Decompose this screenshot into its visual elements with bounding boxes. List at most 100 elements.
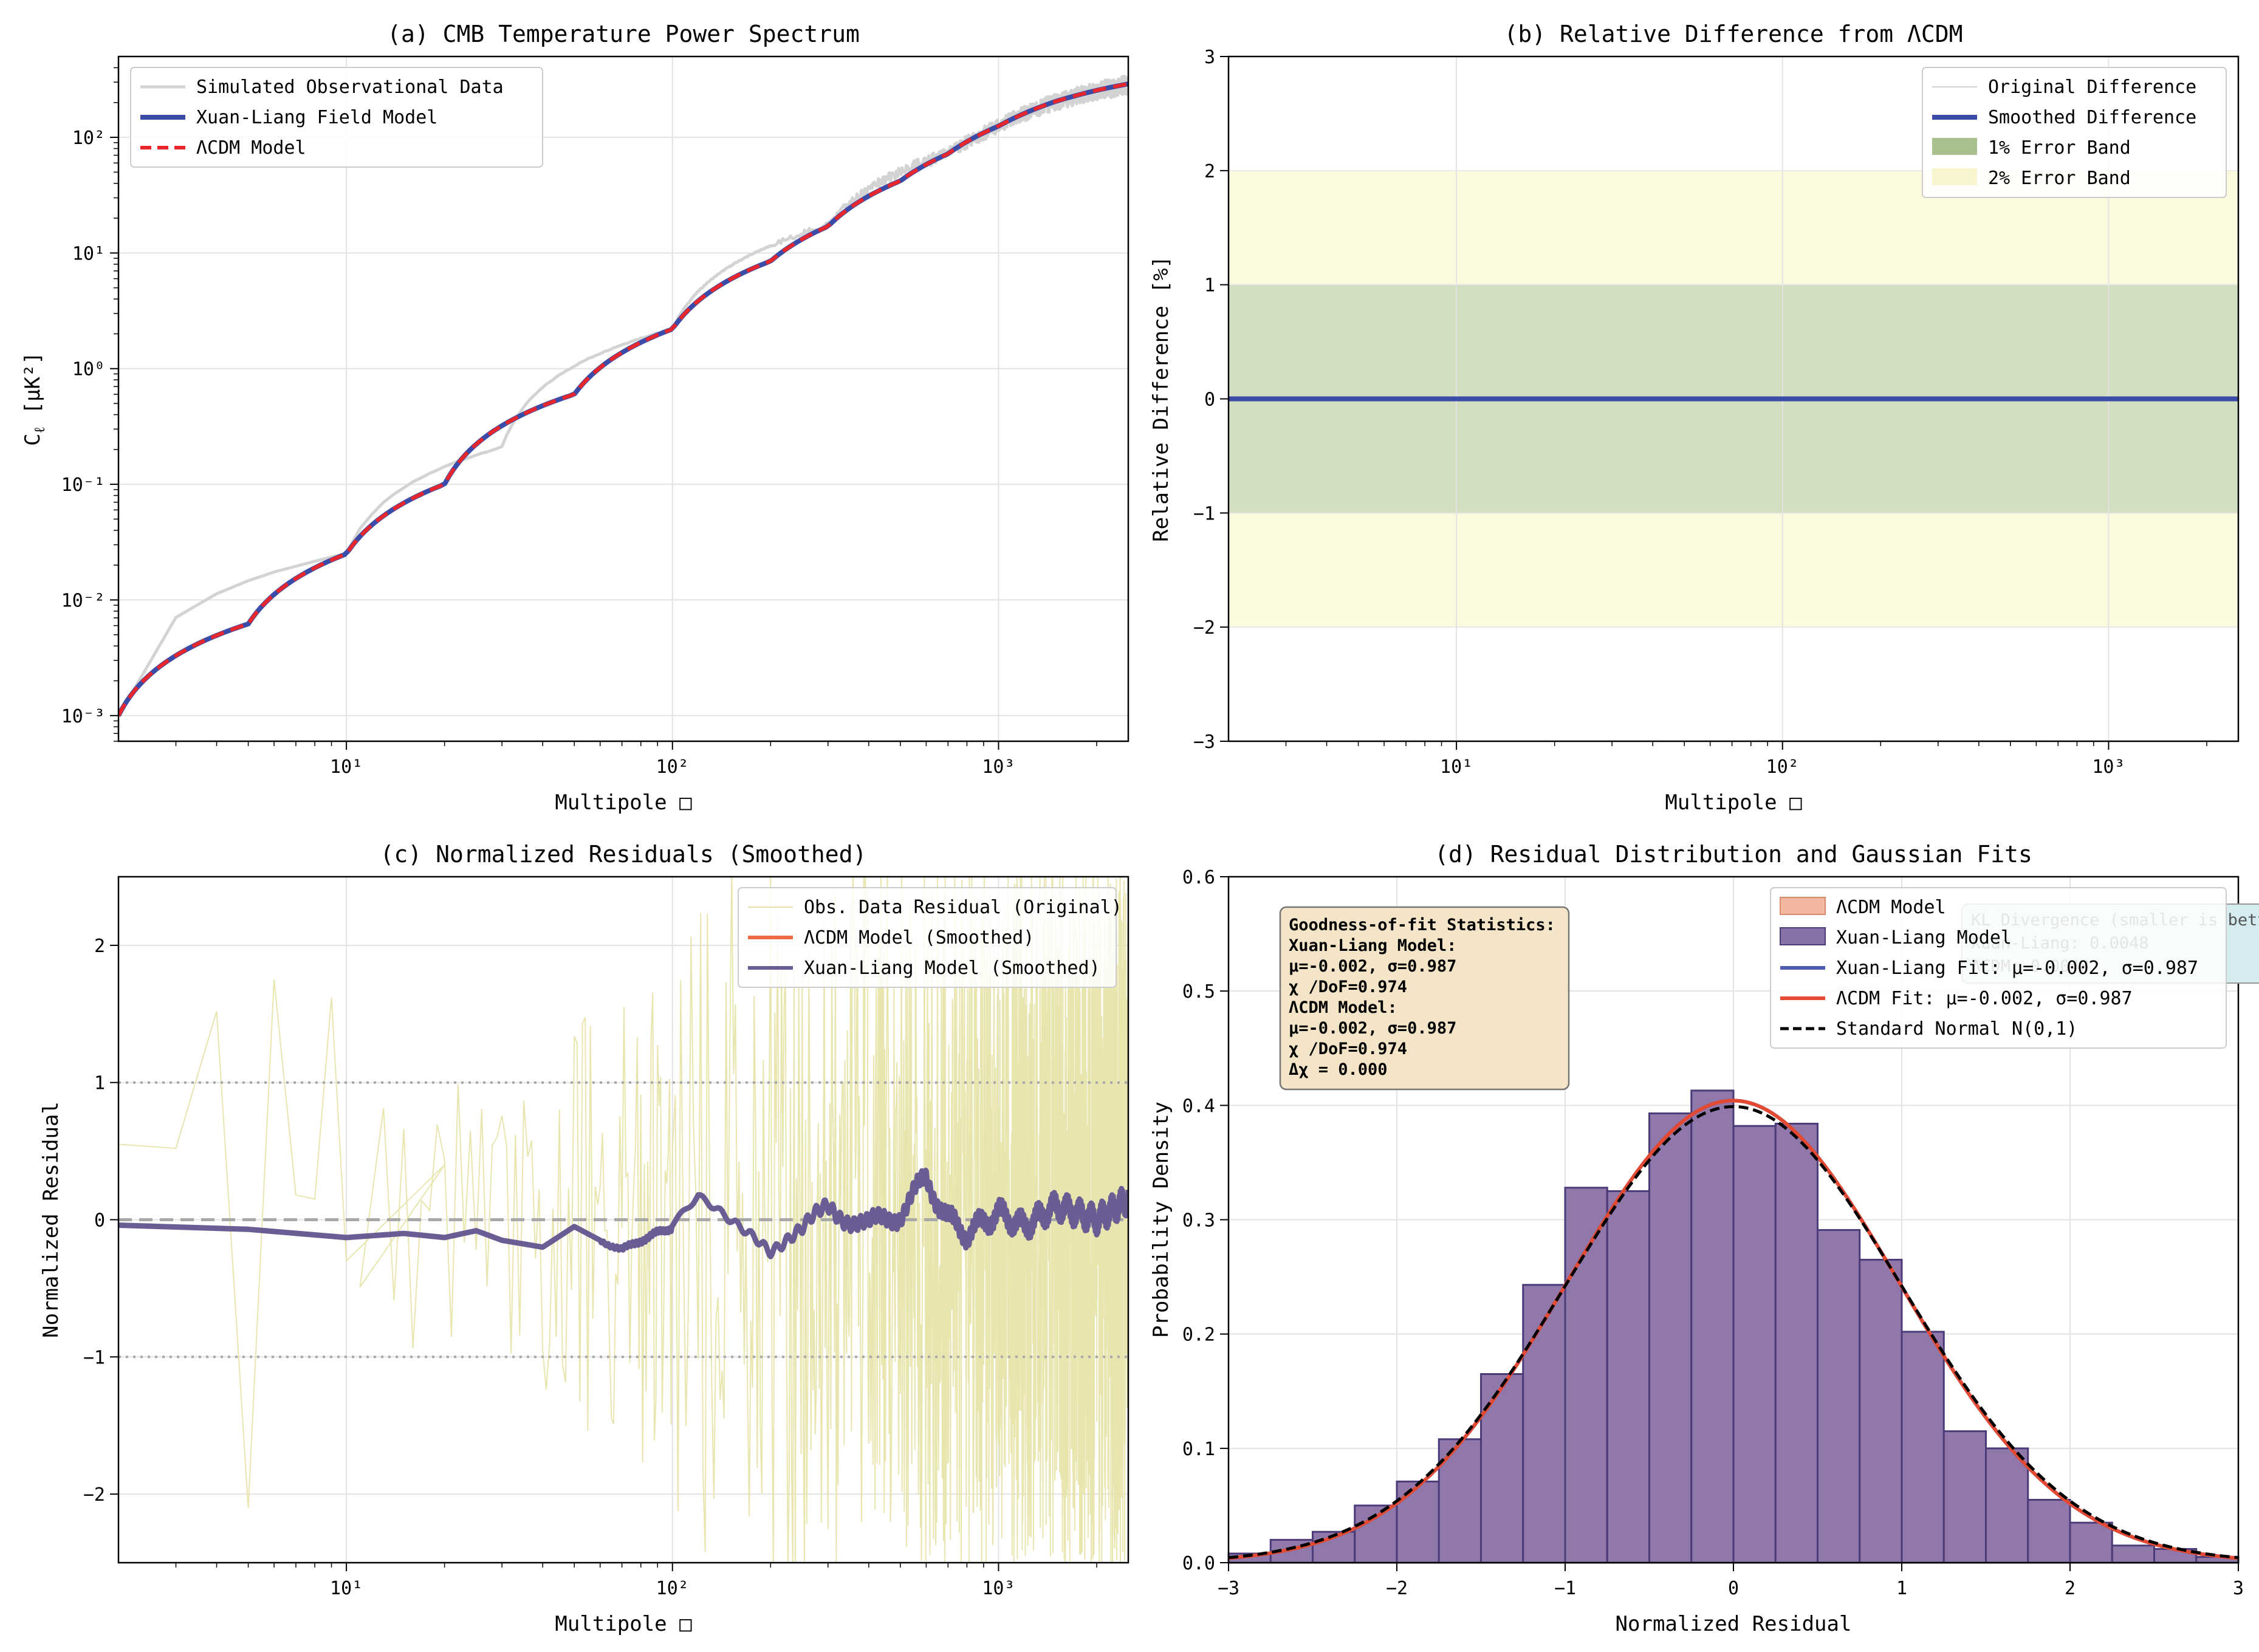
y-tick-label: 0 [94,1210,105,1232]
y-tick-label: 2 [1204,161,1215,182]
legend [130,67,543,168]
fit-line-2 [1228,1105,2239,1560]
goodness-of-fit-text: χ /DoF=0.974 [1289,1040,1407,1058]
legend [1922,67,2227,198]
x-tick-label: 10³ [2092,756,2125,778]
x-axis-label: Multipole □ [1665,790,1802,815]
histogram-bar [1690,1089,1735,1564]
x-axis-label: Multipole □ [555,790,692,815]
y-label-unit: [μK²] [21,352,45,427]
x-tick-label: −2 [1386,1578,1408,1599]
legend-swatch [1932,138,1977,155]
x-axis-label: Multipole □ [555,1612,692,1636]
series-line-0 [118,75,1128,717]
goodness-of-fit-text: Goodness-of-fit Statistics: [1289,916,1555,934]
x-tick-label: 10¹ [330,1578,363,1599]
y-tick-label: 10⁻² [61,590,105,611]
legend-label: Xuan-Liang Fit: μ=-0.002, σ=0.987 [1836,958,2198,979]
goodness-of-fit-text: χ /DoF=0.974 [1289,978,1407,996]
legend-label: ΛCDM Model [196,137,306,159]
x-tick-label: −1 [1554,1578,1576,1599]
legend [738,887,1117,988]
y-tick-label: −2 [83,1484,105,1506]
y-tick-label: 1 [94,1073,105,1094]
legend-swatch [1780,927,1826,945]
y-tick-label: 0 [1204,389,1215,411]
y-tick-label: −1 [83,1347,105,1368]
y-label-sub: ℓ [31,427,48,434]
y-tick-label: 0.1 [1182,1439,1215,1460]
histogram-bar [1648,1112,1693,1564]
y-tick-label: 0.4 [1182,1095,1215,1117]
histogram-bar [1942,1430,1987,1564]
x-tick-label: 10¹ [330,756,363,778]
legend-label: Obs. Data Residual (Original) [804,897,1122,918]
chart-title: (c) Normalized Residuals (Smoothed) [380,841,867,868]
y-tick-label: 10⁰ [72,359,105,380]
panel-d: −3 −2 −1 0 1 2 3 0.0 0.1 0.2 0.3 0.4 0.5 0.6 (d) Resid… [1149,841,2259,1636]
y-tick-label: −1 [1193,503,1215,524]
x-tick-label: 10² [656,1578,689,1599]
histogram-bar [2111,1544,2155,1564]
legend-label: 1% Error Band [1988,137,2131,159]
x-tick-label: −3 [1218,1578,1239,1599]
panel-a: 10¹ 10² 10³ 10⁻³ 10⁻² 10⁻¹ 10⁰ 10¹ 10² (a) CMB Te… [21,21,1130,815]
goodness-of-fit-text: Xuan-Liang Model: [1289,936,1456,955]
histogram-bar [2069,1521,2113,1564]
histogram-bar [1985,1447,2029,1564]
y-tick-label: 10⁻¹ [61,475,105,496]
x-tick-label: 3 [2233,1578,2244,1599]
histogram-bar [1774,1122,1819,1564]
legend-swatch [1932,168,1977,185]
histogram-bar [1859,1258,1903,1564]
fit-line-1 [1228,1098,2239,1560]
legend-label: Smoothed Difference [1988,107,2196,128]
y-tick-label: 0.3 [1182,1210,1215,1232]
y-tick-label: 0.6 [1182,867,1215,888]
x-tick-label: 10³ [982,1578,1015,1599]
legend-label: ΛCDM Fit: μ=-0.002, σ=0.987 [1836,988,2133,1009]
y-axis-label: Normalized Residual [39,1102,63,1338]
y-tick-label: 10⁻³ [61,706,105,727]
histogram-bar [1606,1190,1650,1564]
x-tick-label: 0 [1728,1578,1739,1599]
y-tick-label: −3 [1193,732,1215,753]
y-axis-label: Cℓ [μK²] [21,352,48,446]
y-axis-label: Probability Density [1149,1102,1173,1338]
x-tick-label: 10² [656,756,689,778]
legend-label: Simulated Observational Data [196,77,504,98]
series-line-0 [118,877,1128,1563]
y-tick-label: 0.5 [1182,981,1215,1003]
legend-label: ΛCDM Model (Smoothed) [804,927,1034,948]
legend-label: ΛCDM Model [1836,897,1946,918]
chart-title: (d) Residual Distribution and Gaussian F… [1435,841,2032,868]
goodness-of-fit-text: ΛCDM Model: [1289,998,1397,1017]
x-tick-label: 2 [2065,1578,2076,1599]
chart-title: (b) Relative Difference from ΛCDM [1504,21,1963,47]
goodness-of-fit-text: Δχ = 0.000 [1289,1060,1388,1079]
histogram-bar [1480,1373,1524,1564]
legend-label: Original Difference [1988,77,2196,98]
y-tick-label: −2 [1193,617,1215,639]
x-axis-label: Normalized Residual [1616,1612,1852,1636]
y-axis-label: Relative Difference [%] [1149,256,1173,542]
histogram-bar [1901,1331,1945,1564]
x-tick-label: 1 [1896,1578,1907,1599]
series-line-2 [118,1167,1128,1260]
chart-title: (a) CMB Temperature Power Spectrum [387,21,860,47]
y-tick-label: 10¹ [72,243,105,264]
goodness-of-fit-text: μ=-0.002, σ=0.987 [1289,957,1456,976]
legend-label: Xuan-Liang Field Model [196,107,437,128]
legend-label: Xuan-Liang Model [1836,927,2012,948]
histogram-bar [1522,1284,1566,1564]
histogram-bar [2027,1499,2071,1564]
histogram-bar [1732,1125,1777,1564]
legend-label: Xuan-Liang Model (Smoothed) [804,958,1100,979]
legend-label: 2% Error Band [1988,168,2131,189]
series-line-2 [118,82,1128,717]
goodness-of-fit-text: μ=-0.002, σ=0.987 [1289,1019,1456,1038]
y-tick-label: 2 [94,936,105,957]
x-tick-label: 10¹ [1440,756,1473,778]
y-tick-label: 1 [1204,275,1215,296]
